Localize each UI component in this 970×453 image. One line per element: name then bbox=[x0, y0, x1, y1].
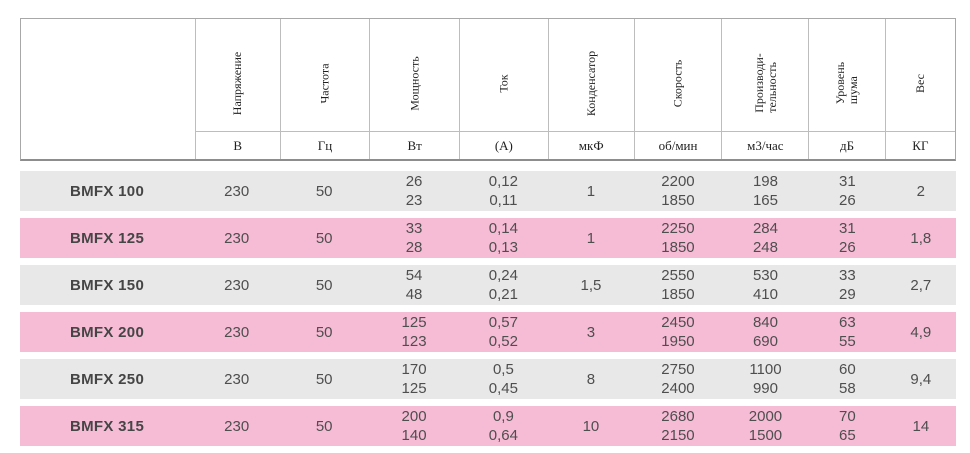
col-header-power: Мощность bbox=[369, 19, 459, 131]
cell-noise: 70 65 bbox=[839, 408, 856, 444]
col-header-weight: Вес bbox=[884, 19, 955, 131]
cell-airflow: 198 165 bbox=[752, 173, 778, 209]
col-header-current: Ток bbox=[459, 19, 548, 131]
cell-speed: 2450 1950 bbox=[661, 314, 695, 350]
table-row-bmfx-125: BMFX 125 230 50 33 28 0,14 0,13 1 2250 1… bbox=[20, 218, 956, 258]
cell-capacitor: 8 bbox=[586, 370, 596, 388]
col-unit-noise: дБ bbox=[808, 131, 885, 159]
table-row-bmfx-250: BMFX 250 230 50 170 125 0,5 0,45 8 2750 … bbox=[20, 359, 956, 399]
col-unit-current: (А) bbox=[459, 131, 548, 159]
cell-frequency: 50 bbox=[315, 370, 333, 388]
cell-power: 33 28 bbox=[405, 220, 423, 256]
cell-frequency: 50 bbox=[315, 323, 333, 341]
cell-weight: 1,8 bbox=[910, 229, 932, 247]
cell-weight: 2,7 bbox=[910, 276, 932, 294]
cell-current: 0,24 0,21 bbox=[488, 267, 518, 303]
col-unit-speed: об/мин bbox=[633, 131, 722, 159]
cell-speed: 2680 2150 bbox=[661, 408, 695, 444]
col-header-voltage: Напряжение bbox=[194, 19, 280, 131]
col-header-noise: Уровень шума bbox=[808, 19, 885, 131]
col-header-capacitor: Конденсатор bbox=[547, 19, 634, 131]
col-header-airflow: Производи- тельность bbox=[721, 19, 808, 131]
corner-cell bbox=[21, 19, 195, 159]
col-header-voltage-label: Напряжение bbox=[230, 51, 245, 115]
cell-noise: 60 58 bbox=[839, 361, 856, 397]
col-header-weight-label: Вес bbox=[912, 73, 927, 93]
cell-model: BMFX 250 bbox=[70, 370, 145, 388]
cell-capacitor: 1 bbox=[586, 229, 596, 247]
col-header-capacitor-label: Конденсатор bbox=[583, 50, 598, 116]
cell-noise: 31 26 bbox=[839, 173, 856, 209]
cell-speed: 2250 1850 bbox=[661, 220, 695, 256]
cell-current: 0,57 0,52 bbox=[488, 314, 518, 350]
cell-speed: 2750 2400 bbox=[661, 361, 695, 397]
cell-current: 0,12 0,11 bbox=[488, 173, 518, 209]
col-header-frequency-label: Частота bbox=[317, 62, 332, 104]
col-unit-weight: КГ bbox=[884, 131, 955, 159]
cell-model: BMFX 315 bbox=[70, 417, 145, 435]
cell-frequency: 50 bbox=[315, 229, 333, 247]
cell-airflow: 840 690 bbox=[752, 314, 778, 350]
col-header-speed-label: Скорость bbox=[670, 59, 685, 107]
cell-frequency: 50 bbox=[315, 417, 333, 435]
cell-airflow: 284 248 bbox=[752, 220, 778, 256]
cell-current: 0,14 0,13 bbox=[488, 220, 518, 256]
cell-airflow: 530 410 bbox=[752, 267, 778, 303]
cell-voltage: 230 bbox=[224, 323, 250, 341]
cell-speed: 2550 1850 bbox=[661, 267, 695, 303]
cell-model: BMFX 200 bbox=[70, 323, 145, 341]
cell-model: BMFX 150 bbox=[70, 276, 145, 294]
col-unit-voltage: В bbox=[194, 131, 280, 159]
cell-power: 170 125 bbox=[401, 361, 427, 397]
col-header-noise-label: Уровень шума bbox=[833, 61, 861, 105]
cell-power: 200 140 bbox=[401, 408, 427, 444]
cell-frequency: 50 bbox=[315, 276, 333, 294]
cell-power: 54 48 bbox=[405, 267, 423, 303]
cell-weight: 4,9 bbox=[910, 323, 932, 341]
col-header-power-label: Мощность bbox=[407, 55, 422, 111]
cell-capacitor: 10 bbox=[582, 417, 600, 435]
cell-voltage: 230 bbox=[224, 182, 250, 200]
cell-weight: 9,4 bbox=[910, 370, 932, 388]
cell-weight: 14 bbox=[912, 417, 930, 435]
table-row-bmfx-100: BMFX 100 230 50 26 23 0,12 0,11 1 2200 1… bbox=[20, 171, 956, 211]
cell-capacitor: 1 bbox=[586, 182, 596, 200]
cell-frequency: 50 bbox=[315, 182, 333, 200]
cell-noise: 31 26 bbox=[839, 220, 856, 256]
cell-current: 0,9 0,64 bbox=[488, 408, 518, 444]
col-header-frequency: Частота bbox=[279, 19, 370, 131]
table-header: Напряжение Частота Мощность Ток Конденса… bbox=[20, 18, 956, 161]
col-unit-capacitor: мкФ bbox=[547, 131, 634, 159]
table-row-bmfx-200: BMFX 200 230 50 125 123 0,57 0,52 3 2450… bbox=[20, 312, 956, 352]
cell-airflow: 1100 990 bbox=[749, 361, 782, 397]
col-unit-airflow: м3/час bbox=[721, 131, 809, 159]
col-header-speed: Скорость bbox=[633, 19, 722, 131]
cell-voltage: 230 bbox=[224, 370, 250, 388]
cell-airflow: 2000 1500 bbox=[748, 408, 783, 444]
cell-voltage: 230 bbox=[224, 417, 250, 435]
cell-model: BMFX 125 bbox=[70, 229, 145, 247]
cell-noise: 33 29 bbox=[839, 267, 856, 303]
cell-current: 0,5 0,45 bbox=[488, 361, 518, 397]
cell-voltage: 230 bbox=[224, 229, 250, 247]
col-unit-power: Вт bbox=[369, 131, 460, 159]
table-row-bmfx-315: BMFX 315 230 50 200 140 0,9 0,64 10 2680… bbox=[20, 406, 956, 446]
col-header-airflow-label: Производи- тельность bbox=[751, 53, 779, 113]
table-body: BMFX 100 230 50 26 23 0,12 0,11 1 2200 1… bbox=[20, 171, 970, 446]
col-header-current-label: Ток bbox=[496, 73, 511, 93]
col-unit-frequency: Гц bbox=[279, 131, 370, 159]
table-row-bmfx-150: BMFX 150 230 50 54 48 0,24 0,21 1,5 2550… bbox=[20, 265, 956, 305]
cell-voltage: 230 bbox=[224, 276, 250, 294]
cell-power: 26 23 bbox=[405, 173, 423, 209]
cell-capacitor: 3 bbox=[586, 323, 596, 341]
cell-speed: 2200 1850 bbox=[661, 173, 695, 209]
cell-power: 125 123 bbox=[401, 314, 427, 350]
cell-weight: 2 bbox=[916, 182, 925, 200]
cell-capacitor: 1,5 bbox=[580, 276, 602, 294]
cell-model: BMFX 100 bbox=[70, 182, 145, 200]
cell-noise: 63 55 bbox=[839, 314, 856, 350]
